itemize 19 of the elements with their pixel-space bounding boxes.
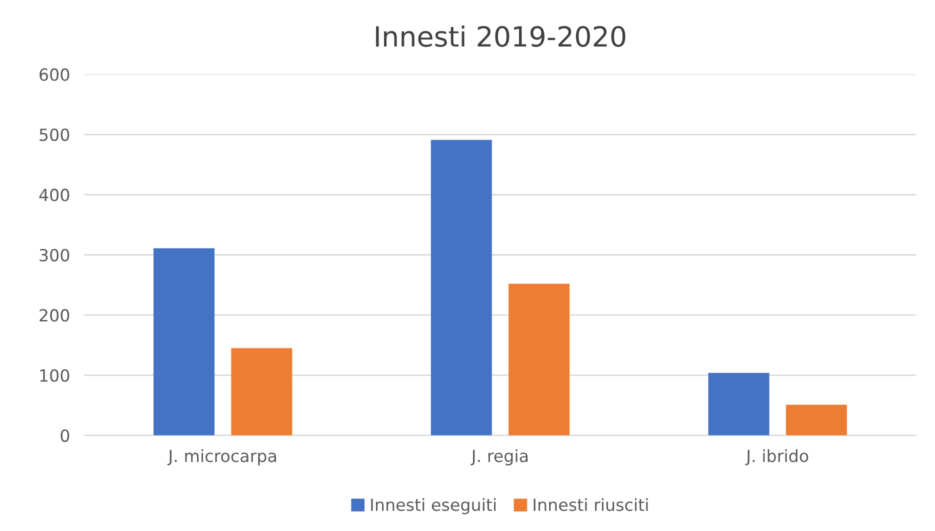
- bar: [231, 348, 292, 436]
- y-tick-label: 200: [40, 309, 70, 322]
- bar: [153, 248, 215, 436]
- chart-title: Innesti 2019-2020: [376, 25, 626, 47]
- y-tick-label: 500: [40, 128, 70, 142]
- bar: [786, 404, 847, 436]
- legend-label: Innesti eseguiti: [371, 498, 496, 514]
- y-tick-label: 400: [39, 188, 70, 202]
- legend-label: Innesti riusciti: [534, 498, 648, 512]
- x-tick-label: J. regia: [470, 449, 528, 466]
- y-tick-label: 300: [40, 248, 70, 262]
- x-tick-label: J. microcarpa: [167, 449, 276, 466]
- bar: [508, 284, 570, 436]
- x-tick-label: J. ibrido: [745, 449, 808, 466]
- y-tick-label: 100: [40, 369, 70, 382]
- y-tick-label: 600: [40, 68, 70, 81]
- bar: [708, 372, 770, 436]
- y-tick-label: 0: [60, 429, 70, 442]
- bar: [430, 140, 492, 436]
